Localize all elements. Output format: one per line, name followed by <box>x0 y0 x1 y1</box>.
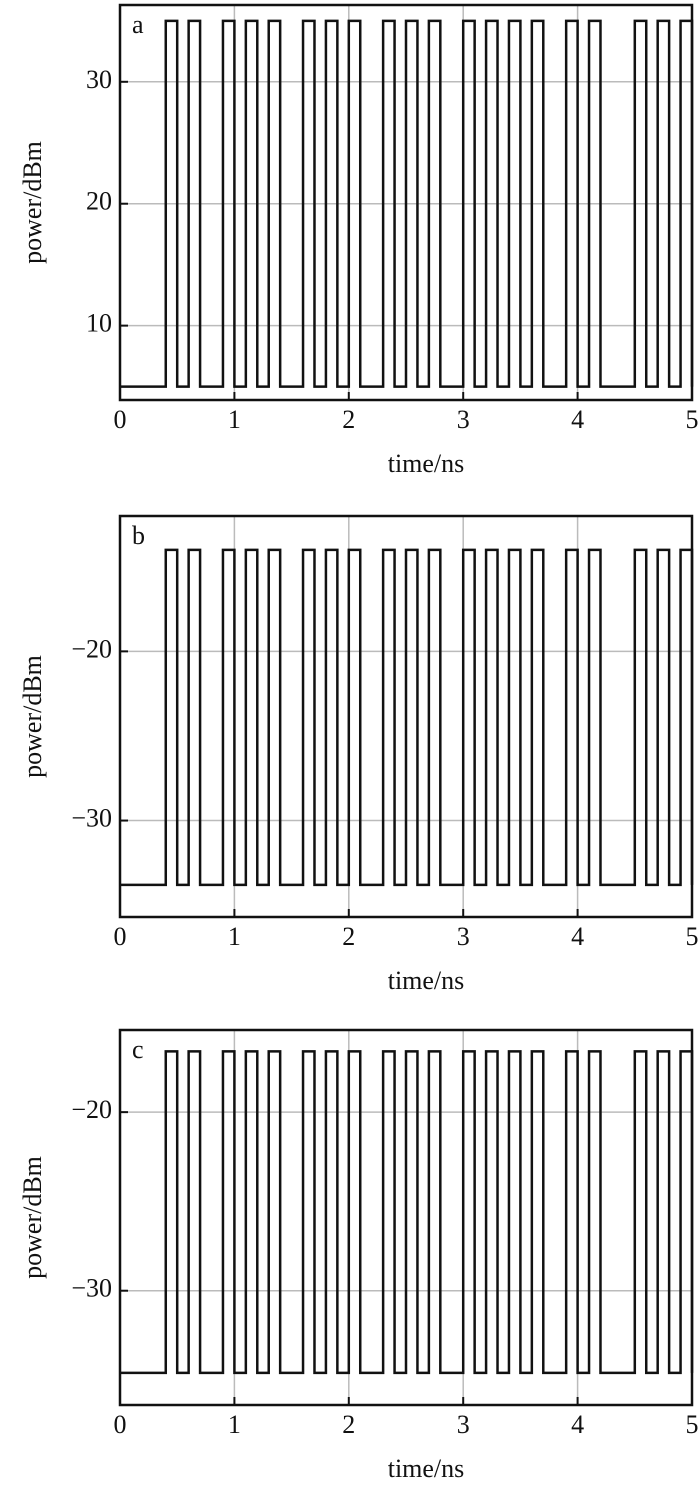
x-tick-label: 0 <box>114 405 127 434</box>
y-tick-label: −20 <box>71 1095 112 1124</box>
y-tick-label: −30 <box>71 804 112 833</box>
x-tick-label: 5 <box>686 1410 699 1439</box>
x-axis-title: time/ns <box>388 449 465 478</box>
y-axis-title: power/dBm <box>18 141 47 264</box>
x-tick-label: 5 <box>686 922 699 951</box>
signal-line <box>120 19 694 388</box>
panel-label: b <box>132 521 145 550</box>
y-axis-title: power/dBm <box>18 1156 47 1279</box>
y-tick-label: −20 <box>71 634 112 663</box>
x-tick-label: 4 <box>571 922 584 951</box>
y-tick-label: −30 <box>71 1274 112 1303</box>
signal-line <box>120 1050 694 1375</box>
x-tick-label: 4 <box>571 405 584 434</box>
x-tick-label: 2 <box>342 405 355 434</box>
y-tick-label: 30 <box>86 65 112 94</box>
x-tick-label: 3 <box>457 405 470 434</box>
x-tick-label: 3 <box>457 922 470 951</box>
x-tick-label: 3 <box>457 1410 470 1439</box>
x-tick-label: 2 <box>342 1410 355 1439</box>
x-axis-title: time/ns <box>388 966 465 995</box>
x-tick-label: 0 <box>114 1410 127 1439</box>
x-tick-label: 4 <box>571 1410 584 1439</box>
x-axis-title: time/ns <box>388 1454 465 1483</box>
x-tick-label: 1 <box>228 405 241 434</box>
panel-label: c <box>132 1035 144 1064</box>
y-axis-title: power/dBm <box>18 655 47 778</box>
x-tick-label: 1 <box>228 922 241 951</box>
y-tick-label: 10 <box>86 309 112 338</box>
signal-line <box>120 548 694 887</box>
x-tick-label: 2 <box>342 922 355 951</box>
x-tick-label: 0 <box>114 922 127 951</box>
panel-label: a <box>132 10 144 39</box>
y-tick-label: 20 <box>86 187 112 216</box>
x-tick-label: 1 <box>228 1410 241 1439</box>
x-tick-label: 5 <box>686 405 699 434</box>
